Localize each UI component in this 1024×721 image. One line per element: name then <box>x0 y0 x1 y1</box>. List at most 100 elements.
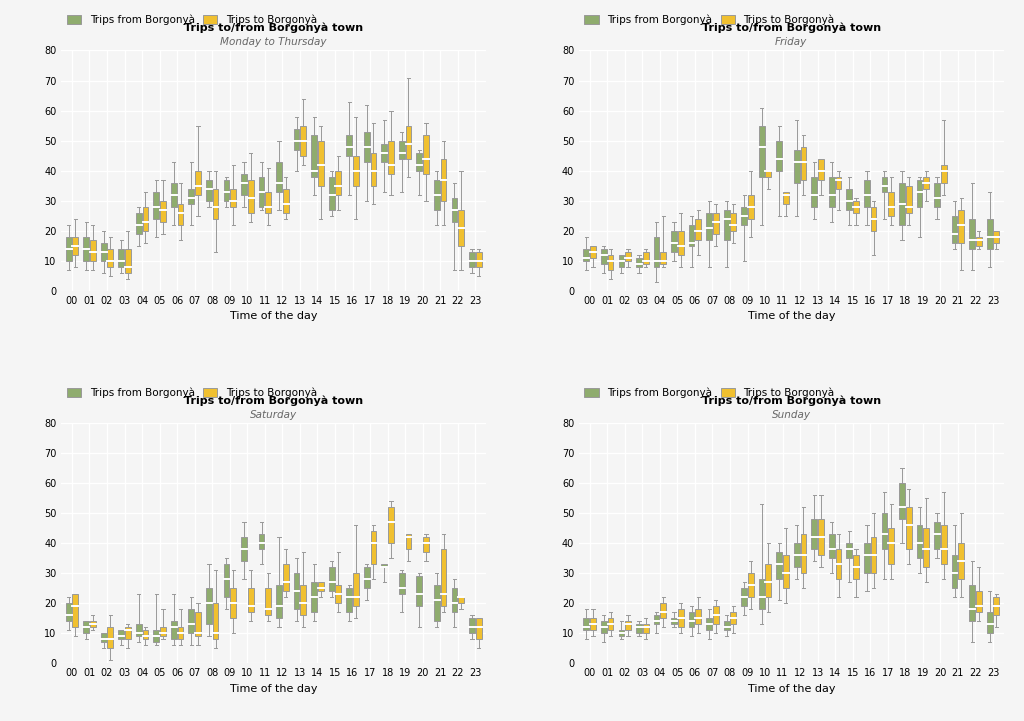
Bar <box>766 171 771 177</box>
Bar <box>300 125 306 156</box>
Bar <box>364 567 370 588</box>
Bar <box>941 164 946 182</box>
Bar <box>434 585 439 622</box>
Bar <box>934 522 940 549</box>
Bar <box>336 171 341 195</box>
Bar <box>294 573 299 609</box>
Bar <box>440 549 446 606</box>
Bar <box>970 218 975 249</box>
Bar <box>66 236 72 261</box>
Bar <box>154 192 159 218</box>
Bar <box>671 231 677 252</box>
Bar <box>590 246 596 257</box>
Legend: Trips from Borgonyà, Trips to Borgonyà: Trips from Borgonyà, Trips to Borgonyà <box>585 15 835 25</box>
Text: Saturday: Saturday <box>250 410 297 420</box>
Bar <box>248 588 254 612</box>
Bar <box>469 619 475 633</box>
Bar <box>724 622 729 630</box>
Bar <box>346 135 352 156</box>
Bar <box>171 182 177 207</box>
Bar <box>759 579 765 609</box>
Bar <box>381 143 387 162</box>
Bar <box>353 573 358 606</box>
Bar <box>653 236 659 267</box>
Bar <box>336 585 341 603</box>
Bar <box>83 236 89 261</box>
Bar <box>371 531 376 564</box>
Bar <box>643 624 648 633</box>
Bar <box>177 627 183 640</box>
Bar <box>607 619 613 630</box>
Bar <box>707 619 712 630</box>
Bar <box>154 630 159 642</box>
Bar <box>847 543 852 558</box>
Bar <box>899 182 905 225</box>
Title: Trips to/from Borgonyà town: Trips to/from Borgonyà town <box>184 395 364 405</box>
Bar <box>142 630 148 640</box>
Bar <box>283 189 289 213</box>
Bar <box>381 564 387 567</box>
Bar <box>626 252 631 261</box>
Bar <box>818 159 824 180</box>
Bar <box>993 231 999 243</box>
Bar <box>882 177 888 192</box>
Bar <box>259 534 264 549</box>
Bar <box>601 622 607 633</box>
Bar <box>353 156 358 185</box>
Bar <box>329 177 335 210</box>
Bar <box>671 619 677 624</box>
Bar <box>119 249 124 267</box>
Title: Trips to/from Borgonyà town: Trips to/from Borgonyà town <box>701 395 881 405</box>
Legend: Trips from Borgonyà, Trips to Borgonyà: Trips from Borgonyà, Trips to Borgonyà <box>67 387 317 398</box>
Bar <box>899 483 905 519</box>
X-axis label: Time of the day: Time of the day <box>229 311 317 322</box>
Bar <box>108 249 114 267</box>
Title: Trips to/from Borgonyà town: Trips to/from Borgonyà town <box>184 22 364 33</box>
Bar <box>882 513 888 549</box>
Bar <box>689 612 694 627</box>
Bar <box>417 576 422 606</box>
Bar <box>476 252 481 267</box>
Bar <box>73 236 78 255</box>
Bar <box>643 252 648 264</box>
Bar <box>618 255 625 267</box>
Bar <box>818 519 824 555</box>
Bar <box>987 612 992 633</box>
Bar <box>423 135 429 174</box>
Bar <box>294 128 299 149</box>
Bar <box>265 588 271 615</box>
Bar <box>748 195 754 218</box>
Bar <box>458 210 464 246</box>
Bar <box>125 249 131 273</box>
Bar <box>476 619 481 640</box>
Bar <box>196 171 201 195</box>
Bar <box>801 534 806 573</box>
Bar <box>958 210 965 243</box>
Bar <box>864 180 869 207</box>
Bar <box>695 218 701 239</box>
Bar <box>993 597 999 615</box>
Bar <box>346 588 352 612</box>
Bar <box>766 564 771 597</box>
Bar <box>618 630 625 637</box>
Bar <box>976 591 982 612</box>
Bar <box>241 537 247 561</box>
Bar <box>836 177 842 189</box>
Bar <box>276 585 282 619</box>
Bar <box>160 200 166 222</box>
Bar <box>853 555 859 579</box>
Legend: Trips from Borgonyà, Trips to Borgonyà: Trips from Borgonyà, Trips to Borgonyà <box>585 387 835 398</box>
Bar <box>695 609 701 624</box>
Bar <box>100 243 106 261</box>
Bar <box>801 146 806 180</box>
Bar <box>248 180 254 213</box>
Text: Friday: Friday <box>775 37 808 48</box>
Bar <box>741 588 748 606</box>
Bar <box>406 125 412 159</box>
Bar <box>364 131 370 162</box>
Bar <box>265 192 271 213</box>
Bar <box>311 135 317 177</box>
Bar <box>206 588 212 624</box>
Bar <box>423 537 429 552</box>
Bar <box>230 189 236 207</box>
